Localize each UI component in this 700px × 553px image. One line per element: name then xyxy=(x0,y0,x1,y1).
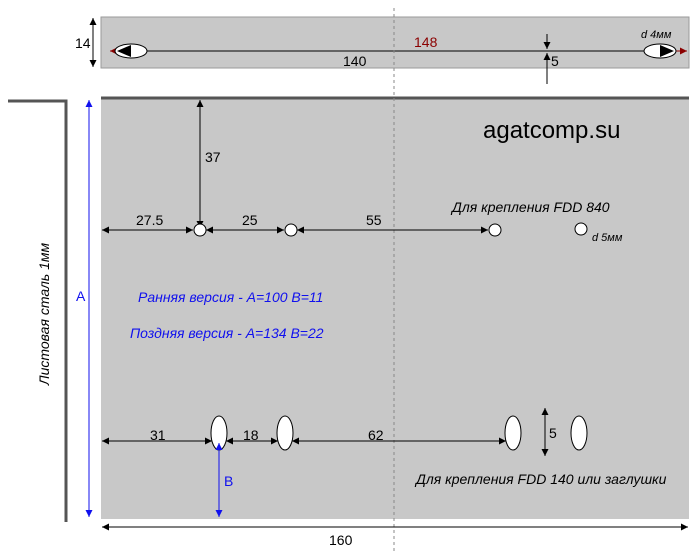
main-plate-body xyxy=(101,98,689,519)
dim-62: 62 xyxy=(368,427,384,443)
version-late: Поздняя версия - A=134 B=22 xyxy=(130,325,324,341)
sheet-profile xyxy=(8,99,68,522)
top-strip-hole-left-arrow xyxy=(117,45,131,57)
dim-slot-5: 5 xyxy=(549,425,557,441)
dim-55: 55 xyxy=(366,212,382,228)
hole-row1-4 xyxy=(574,222,588,236)
dim-25: 25 xyxy=(242,212,258,228)
hole-row1-3 xyxy=(488,223,502,237)
dim-18: 18 xyxy=(243,427,259,443)
dim-31: 31 xyxy=(150,427,166,443)
dim-B: B xyxy=(224,473,233,489)
slot-row2-2 xyxy=(276,415,294,451)
top-strip-plate xyxy=(100,16,690,69)
version-early: Ранняя версия - A=100 B=11 xyxy=(138,289,323,305)
slot-row2-4 xyxy=(570,415,588,451)
top-strip-length-dim: 140 xyxy=(343,53,367,69)
dim-27-5: 27.5 xyxy=(136,212,163,228)
hole-5-label: d 5мм xyxy=(592,232,623,244)
top-strip-hole-right-arrow xyxy=(660,45,674,57)
top-strip-height-dim: 14 xyxy=(75,35,91,51)
top-strip-hole-label: d 4мм xyxy=(641,29,672,41)
slot-row2-3 xyxy=(504,415,522,451)
dim-37: 37 xyxy=(205,149,221,165)
main-plate: Листовая сталь 1мм agatcomp.su 37 27.5 2… xyxy=(8,8,689,552)
top-strip-total-dim: 148 xyxy=(414,34,438,50)
hole-row1-2 xyxy=(284,223,298,237)
watermark: agatcomp.su xyxy=(483,117,620,144)
top-strip: 14 148 140 5 d 4мм xyxy=(75,16,690,84)
dim-A: A xyxy=(76,288,86,304)
dim-160: 160 xyxy=(329,532,353,548)
fdd140-label: Для крепления FDD 140 или заглушки xyxy=(414,471,667,487)
side-label: Листовая сталь 1мм xyxy=(36,243,52,386)
top-strip-offset-dim: 5 xyxy=(551,53,559,69)
fdd840-label: Для крепления FDD 840 xyxy=(450,199,610,215)
hole-row1-1 xyxy=(193,223,207,237)
